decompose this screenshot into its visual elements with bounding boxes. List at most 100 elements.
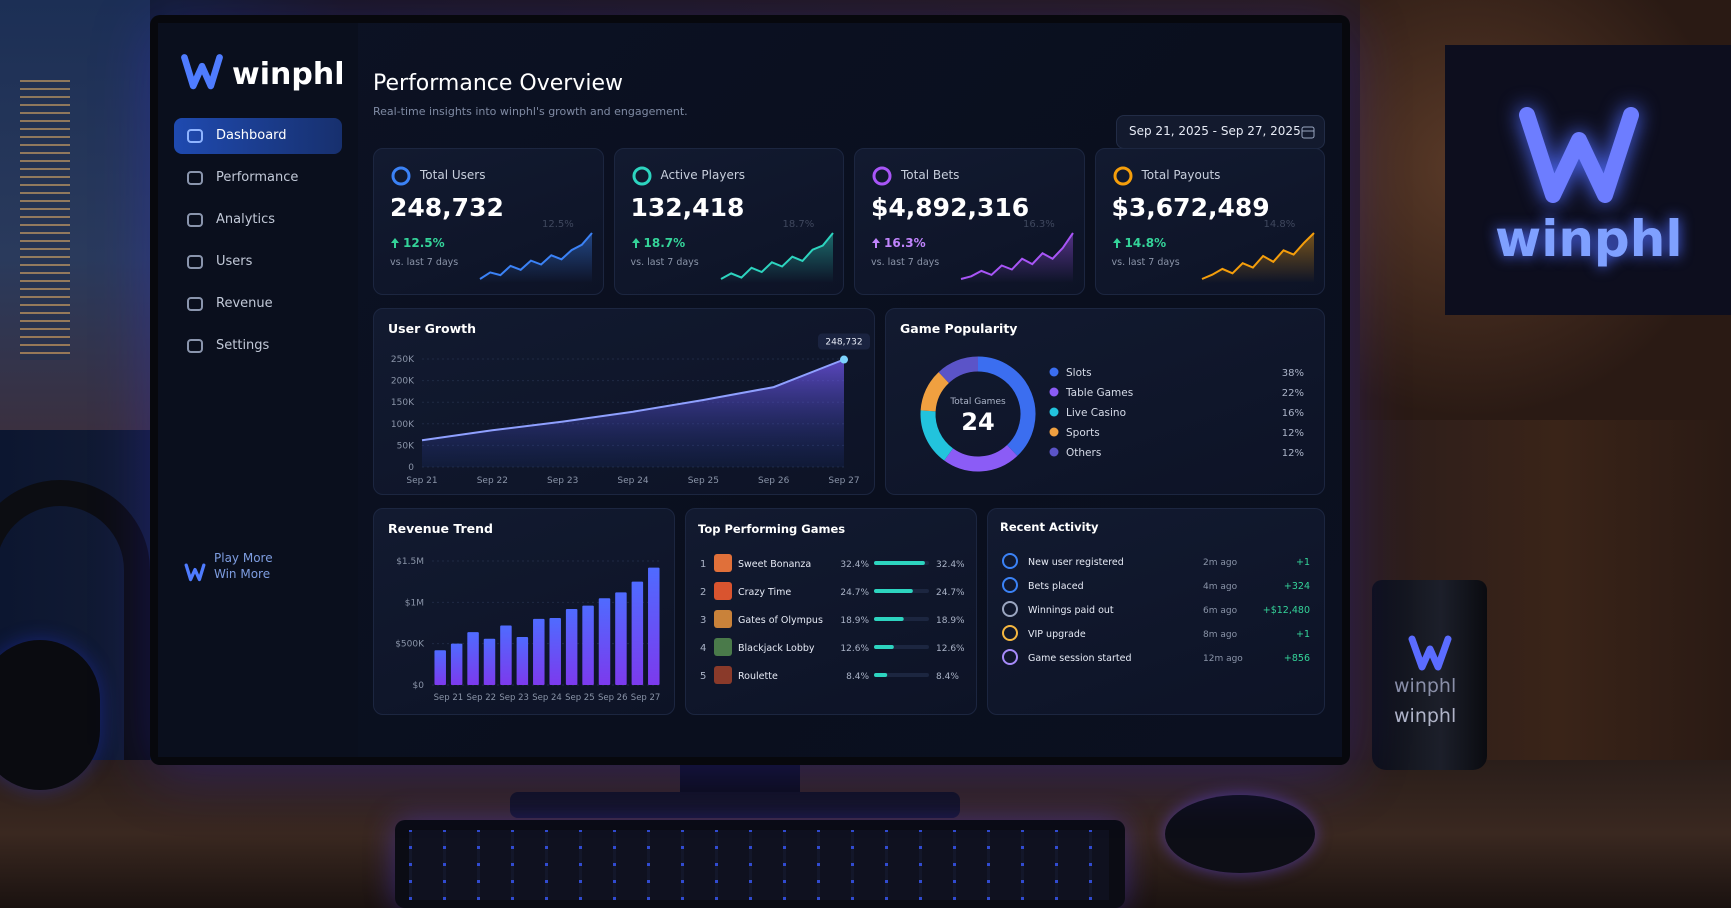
nav-item[interactable]: Revenue bbox=[174, 286, 342, 322]
x-tick-label: Sep 24 bbox=[617, 476, 649, 486]
bar bbox=[434, 650, 446, 685]
nav-item[interactable]: Dashboard bbox=[174, 118, 342, 154]
kpi-change: 12.5% bbox=[403, 236, 445, 250]
bar bbox=[500, 625, 512, 685]
y-tick-label: 250K bbox=[391, 355, 415, 365]
x-tick-label: Sep 24 bbox=[532, 693, 562, 703]
game-name: Roulette bbox=[738, 671, 778, 682]
change-arrow bbox=[631, 238, 640, 248]
rank: 2 bbox=[700, 587, 706, 598]
bar bbox=[648, 567, 660, 685]
y-tick-label: 50K bbox=[397, 441, 415, 451]
game-share: 24.7% bbox=[840, 588, 869, 598]
change-arrow bbox=[1112, 238, 1121, 248]
game-name: Gates of Olympus bbox=[738, 615, 823, 626]
x-tick-label: Sep 21 bbox=[406, 476, 437, 486]
kpi-icon bbox=[632, 166, 651, 186]
nav-label: Users bbox=[216, 254, 253, 269]
legend-dot bbox=[1049, 407, 1059, 417]
legend-dot bbox=[1049, 427, 1059, 437]
kpi-note: vs. last 7 days bbox=[1111, 257, 1180, 268]
activity-icon bbox=[1002, 553, 1018, 569]
game-name: Crazy Time bbox=[738, 587, 791, 598]
nav-label: Analytics bbox=[216, 212, 276, 227]
activity-time: 8m ago bbox=[1203, 630, 1238, 640]
activity-event: New user registered bbox=[1028, 557, 1124, 568]
ear-cup bbox=[0, 640, 100, 790]
sparkline bbox=[720, 232, 834, 283]
page-subtitle: Real-time insights into winphl's growth … bbox=[373, 105, 688, 118]
date-range: Sep 21, 2025 - Sep 27, 2025 bbox=[1129, 124, 1301, 138]
donut-segment bbox=[944, 444, 1018, 472]
cup: winphl winphl bbox=[1372, 580, 1487, 770]
cup-text: winphl bbox=[1394, 705, 1457, 727]
donut-segment bbox=[977, 356, 1036, 456]
brand-name: winphl bbox=[232, 57, 345, 92]
kpi-label: Total Users bbox=[420, 168, 486, 182]
legend-label: Slots bbox=[1066, 367, 1092, 379]
screen: winphl Dashboard Performance Analytics Users… bbox=[158, 23, 1342, 757]
legend-label: Live Casino bbox=[1066, 407, 1126, 419]
cup-text: winphl bbox=[1394, 675, 1457, 697]
kpi-change-ghost: 16.3% bbox=[1023, 219, 1055, 230]
nav-item[interactable]: Analytics bbox=[174, 202, 342, 238]
chart: Game Popularity Slots 38% Table Games 22% Liv… bbox=[900, 321, 1304, 472]
x-tick-label: Sep 21 bbox=[434, 693, 464, 703]
nav-item[interactable]: Users bbox=[174, 244, 342, 280]
nav-icon-shape bbox=[187, 297, 203, 311]
x-tick-label: Sep 26 bbox=[598, 693, 628, 703]
kpi-icon-shape bbox=[632, 166, 651, 186]
mouse bbox=[1165, 795, 1315, 873]
game-icon bbox=[714, 638, 732, 656]
rank: 1 bbox=[700, 559, 706, 570]
kpi-card: Active Players 132,418 18.7% 18.7% vs. last … bbox=[613, 148, 844, 295]
nav-item[interactable]: Settings bbox=[174, 328, 342, 364]
kpi-icon bbox=[1113, 166, 1132, 186]
kpi-note: vs. last 7 days bbox=[871, 257, 940, 268]
activity-amount: +1 bbox=[1296, 557, 1310, 568]
x-tick-label: Sep 27 bbox=[631, 693, 661, 703]
nav-label: Settings bbox=[216, 338, 270, 353]
legend-dot bbox=[1049, 447, 1059, 457]
legend-label: Sports bbox=[1066, 427, 1100, 439]
donut-center-label: Total Games bbox=[949, 397, 1006, 407]
nav-icon-shape bbox=[187, 213, 203, 227]
cup-logo bbox=[1408, 635, 1452, 671]
donut-segment bbox=[920, 410, 954, 461]
chart: User Growth 0 50K 100K 150K 200K 250K Sep 21 Sep… bbox=[388, 321, 870, 486]
bar bbox=[516, 637, 529, 685]
monitor-base bbox=[510, 792, 960, 818]
kpi-note: vs. last 7 days bbox=[390, 257, 459, 268]
nav-label: Revenue bbox=[216, 296, 273, 311]
page-title: Performance Overview bbox=[373, 71, 623, 96]
y-tick-label: 200K bbox=[391, 377, 415, 387]
logo-w bbox=[184, 563, 206, 582]
chart-card: User Growth 0 50K 100K 150K 200K 250K Sep 21 Sep… bbox=[373, 308, 875, 495]
activity-event: Game session started bbox=[1028, 653, 1132, 664]
kpi-card: Total Bets $4,892,316 16.3% 16.3% vs. last 7… bbox=[854, 148, 1085, 295]
donut-segment bbox=[920, 372, 950, 412]
game-name: Blackjack Lobby bbox=[738, 643, 815, 654]
nav-item[interactable]: Performance bbox=[174, 160, 342, 196]
game-share: 8.4% bbox=[936, 672, 959, 682]
donut-center-value: 24 bbox=[961, 408, 994, 436]
nav-icon-shape bbox=[187, 171, 203, 185]
kpi-label: Active Players bbox=[660, 168, 746, 182]
change-arrow-shape bbox=[1112, 238, 1121, 248]
value-label: 248,732 bbox=[825, 338, 862, 348]
card-title: Recent Activity bbox=[1000, 520, 1099, 534]
nav-icon bbox=[187, 297, 203, 311]
sparkline bbox=[960, 232, 1074, 283]
nav-icon bbox=[187, 213, 203, 227]
kpi-value: 132,418 bbox=[630, 193, 745, 222]
kpi-change-ghost: 14.8% bbox=[1263, 219, 1296, 230]
game-share: 18.9% bbox=[840, 616, 869, 626]
x-tick-label: Sep 25 bbox=[565, 693, 595, 703]
game-share: 18.9% bbox=[936, 616, 965, 626]
date-picker[interactable]: Sep 21, 2025 - Sep 27, 2025 bbox=[1116, 115, 1325, 149]
bar bbox=[450, 643, 463, 685]
sparkline-line bbox=[960, 232, 1074, 280]
area-line bbox=[421, 358, 845, 442]
chart-card: Game Popularity Slots 38% Table Games 22% Liv… bbox=[885, 308, 1325, 495]
legend-value: 22% bbox=[1282, 388, 1304, 399]
